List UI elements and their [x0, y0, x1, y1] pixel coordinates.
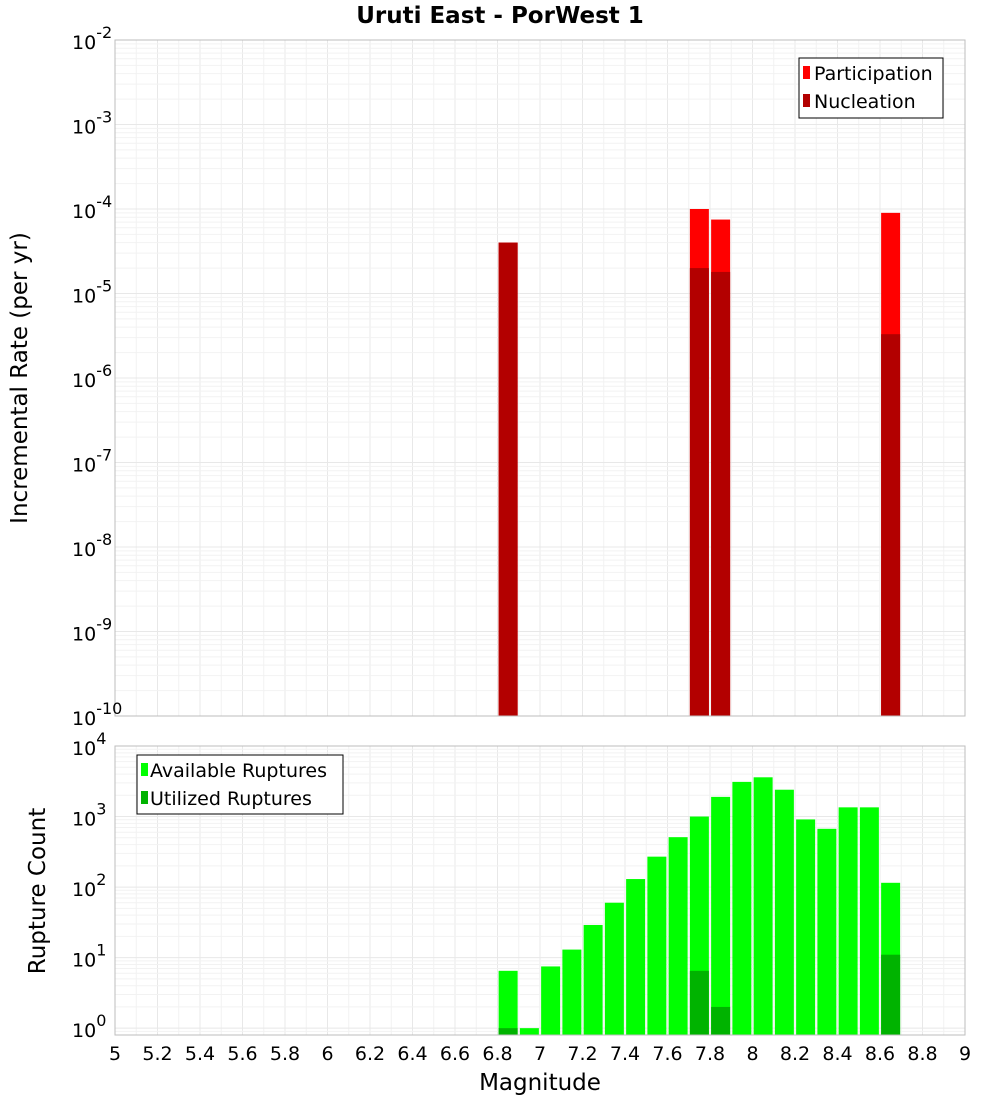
- bottom-available-ruptures-bar: [519, 1028, 539, 1035]
- bottom-available-ruptures-bar: [668, 837, 688, 1035]
- bottom-available-ruptures-bar: [753, 777, 773, 1035]
- bottom-available-ruptures-bar: [604, 902, 624, 1035]
- top-y-axis-label: Incremental Rate (per yr): [7, 232, 33, 524]
- x-tick-label: 6.6: [440, 1043, 470, 1065]
- x-tick-label: 7: [534, 1043, 546, 1065]
- x-tick-label: 8.8: [907, 1043, 937, 1065]
- top-y-tick-label: 10-7: [72, 446, 112, 477]
- bottom-available-ruptures-bar: [859, 807, 879, 1035]
- bottom-y-axis-label: Rupture Count: [25, 808, 51, 974]
- bottom-available-ruptures-bar: [541, 966, 561, 1035]
- bottom-utilized-ruptures-bar: [498, 1028, 518, 1035]
- x-tick-label: 8: [746, 1043, 758, 1065]
- x-tick-label: 6.8: [482, 1043, 512, 1065]
- bottom-utilized-ruptures-bar: [689, 970, 709, 1035]
- top-y-tick-label: 10-9: [72, 615, 112, 646]
- top-y-tick-labels: 10-10 10-9 10-8 10-7 10-6 10-5 10-4 10-3 10-2: [72, 23, 122, 730]
- bottom-utilized-ruptures-bar: [881, 954, 901, 1035]
- top-y-tick-label: 10-3: [72, 108, 112, 139]
- x-tick-label: 6: [321, 1043, 333, 1065]
- top-legend-box: [798, 57, 944, 119]
- bottom-available-ruptures-bar: [626, 879, 646, 1035]
- x-tick-label: 7.2: [567, 1043, 597, 1065]
- bottom-available-ruptures-bar: [796, 819, 816, 1035]
- bottom-available-ruptures-bar: [817, 828, 837, 1035]
- top-plot-bars: [498, 209, 901, 717]
- bottom-y-tick-labels: 100 101 102 103 104: [72, 729, 106, 1042]
- x-tick-label: 5.6: [227, 1043, 257, 1065]
- top-y-tick-label: 10-2: [72, 23, 112, 54]
- bottom-y-tick-label: 101: [72, 941, 106, 972]
- bottom-available-ruptures-bar: [498, 970, 518, 1035]
- x-tick-label: 5.8: [270, 1043, 300, 1065]
- bottom-available-ruptures-bar: [562, 949, 582, 1035]
- x-axis-label: Magnitude: [479, 1070, 601, 1096]
- x-tick-label: 5: [109, 1043, 121, 1065]
- top-nucleation-bar: [711, 271, 731, 716]
- chart-title: Uruti East - PorWest 1: [356, 3, 644, 29]
- x-tick-label: 7.6: [652, 1043, 682, 1065]
- bottom-available-ruptures-bar: [583, 925, 603, 1035]
- bottom-available-ruptures-bar: [732, 781, 752, 1035]
- x-tick-labels: 5 5.2 5.4 5.6 5.8 6 6.2 6.4 6.6 6.8 7 7.2 7.4 7.6 7.8 8…: [109, 1043, 971, 1065]
- bottom-available-ruptures-bar: [838, 807, 858, 1035]
- bottom-utilized-ruptures-bar: [711, 1006, 731, 1035]
- x-tick-label: 6.2: [355, 1043, 385, 1065]
- x-tick-label: 7.4: [610, 1043, 640, 1065]
- x-tick-label: 7.8: [695, 1043, 725, 1065]
- top-y-tick-label: 10-10: [72, 699, 122, 730]
- legend-swatch-utilized: [141, 791, 148, 804]
- bottom-available-ruptures-bar: [774, 789, 794, 1035]
- top-nucleation-bar: [498, 242, 518, 717]
- x-tick-label: 8.4: [822, 1043, 852, 1065]
- bottom-plot-bars: [498, 777, 901, 1035]
- legend-swatch-available: [141, 763, 148, 776]
- top-y-tick-label: 10-6: [72, 361, 112, 392]
- bottom-y-tick-label: 102: [72, 870, 106, 901]
- bottom-y-tick-label: 104: [72, 729, 106, 760]
- top-plot-frame: [114, 39, 966, 717]
- bottom-available-ruptures-bar: [647, 856, 667, 1035]
- bottom-legend: Available Ruptures Utilized Ruptures: [136, 754, 344, 815]
- top-legend: Participation Nucleation: [798, 57, 944, 119]
- legend-label-nucleation: Nucleation: [814, 91, 916, 113]
- top-y-tick-label: 10-8: [72, 530, 112, 561]
- x-tick-label: 8.2: [780, 1043, 810, 1065]
- x-tick-label: 5.4: [185, 1043, 215, 1065]
- x-tick-label: 6.4: [397, 1043, 427, 1065]
- bottom-y-tick-label: 100: [72, 1011, 106, 1042]
- top-y-tick-label: 10-4: [72, 192, 112, 223]
- legend-label-utilized: Utilized Ruptures: [150, 788, 312, 810]
- x-tick-label: 5.2: [142, 1043, 172, 1065]
- legend-label-participation: Participation: [814, 63, 933, 85]
- top-y-tick-label: 10-5: [72, 277, 112, 308]
- bottom-plot-frame: [114, 745, 966, 1036]
- bottom-legend-box: [136, 754, 344, 815]
- legend-swatch-participation: [803, 66, 810, 79]
- x-tick-label: 9: [959, 1043, 971, 1065]
- legend-swatch-nucleation: [803, 94, 810, 107]
- x-tick-label: 8.6: [865, 1043, 895, 1065]
- legend-label-available: Available Ruptures: [150, 760, 327, 782]
- bottom-available-ruptures-bar: [711, 796, 731, 1035]
- top-nucleation-bar: [689, 268, 709, 716]
- bottom-y-tick-label: 103: [72, 800, 106, 831]
- top-plot-grid: [114, 39, 966, 717]
- top-nucleation-bar: [881, 334, 901, 716]
